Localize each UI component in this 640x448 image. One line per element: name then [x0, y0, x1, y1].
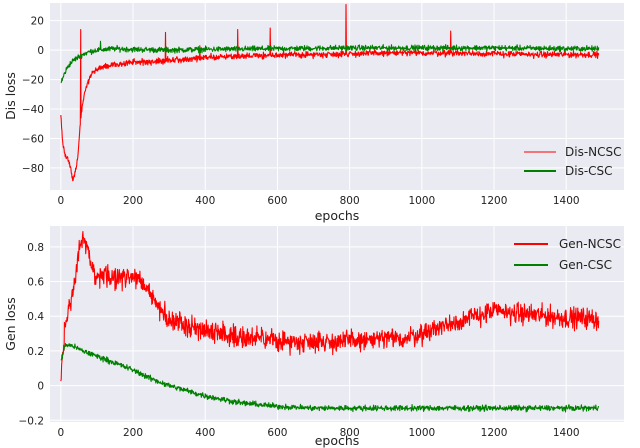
x-tick-label: 1400 [553, 427, 580, 439]
series-layer [60, 231, 600, 413]
legend-label-gen-ncsc: Gen-NCSC [559, 237, 621, 251]
legend-label-dis-csc: Dis-CSC [565, 164, 613, 178]
dis-csc-line [60, 40, 600, 84]
y-tick-label: 20 [31, 16, 44, 28]
y-axis-label: Dis loss [3, 72, 18, 120]
y-axis-label: Gen loss [3, 297, 18, 350]
x-tick-label: 200 [123, 195, 143, 207]
y-tick-label: −60 [22, 133, 44, 145]
gen-loss-chart: 0 200 400 600 800 1000 1200 1400 −0.2 0 0.2 0.4 0.6… [3, 226, 624, 448]
x-tick-label: 800 [340, 195, 360, 207]
gen-csc-line [60, 342, 600, 413]
x-tick-label: 0 [57, 195, 64, 207]
dis-loss-chart: 0 200 400 600 800 1000 1200 1400 −80 −60 −40 −20 0 2… [3, 3, 624, 223]
x-tick-label: 400 [195, 427, 215, 439]
y-tick-label: 0.6 [27, 277, 44, 289]
legend: Gen-NCSC Gen-CSC [514, 237, 621, 272]
x-tick-labels: 0 200 400 600 800 1000 1200 1400 [57, 195, 579, 207]
plot-area [50, 226, 624, 422]
x-tick-label: 600 [267, 195, 287, 207]
y-tick-label: −0.2 [19, 415, 45, 427]
y-tick-label: 0.2 [27, 346, 44, 358]
x-tick-labels: 0 200 400 600 800 1000 1200 1400 [57, 427, 579, 439]
dis-ncsc-line [60, 3, 600, 182]
legend-label-gen-csc: Gen-CSC [559, 258, 612, 272]
x-tick-label: 800 [340, 427, 360, 439]
x-tick-label: 1200 [481, 427, 508, 439]
x-tick-label: 0 [57, 427, 64, 439]
plot-area [50, 3, 624, 190]
y-tick-label: −40 [22, 104, 44, 116]
y-tick-labels: −80 −60 −40 −20 0 20 [22, 16, 44, 175]
legend-label-dis-ncsc: Dis-NCSC [565, 145, 622, 159]
x-axis-label: epochs [315, 433, 360, 448]
y-tick-label: −80 [22, 163, 44, 175]
y-tick-labels: −0.2 0 0.2 0.4 0.6 0.8 [19, 242, 45, 427]
x-axis-label: epochs [315, 208, 360, 223]
grid [50, 3, 624, 190]
x-tick-label: 600 [267, 427, 287, 439]
legend: Dis-NCSC Dis-CSC [524, 145, 622, 178]
x-tick-label: 200 [123, 427, 143, 439]
x-tick-label: 1000 [408, 427, 435, 439]
x-tick-label: 400 [195, 195, 215, 207]
x-tick-label: 1400 [553, 195, 580, 207]
x-tick-label: 1000 [408, 195, 435, 207]
y-tick-label: 0 [37, 381, 44, 393]
y-tick-label: −20 [22, 75, 44, 87]
x-tick-label: 1200 [481, 195, 508, 207]
y-tick-label: 0.4 [27, 311, 44, 323]
series-layer [60, 3, 600, 182]
y-tick-label: 0 [37, 45, 44, 57]
y-tick-label: 0.8 [27, 242, 44, 254]
gen-ncsc-line [60, 231, 600, 382]
